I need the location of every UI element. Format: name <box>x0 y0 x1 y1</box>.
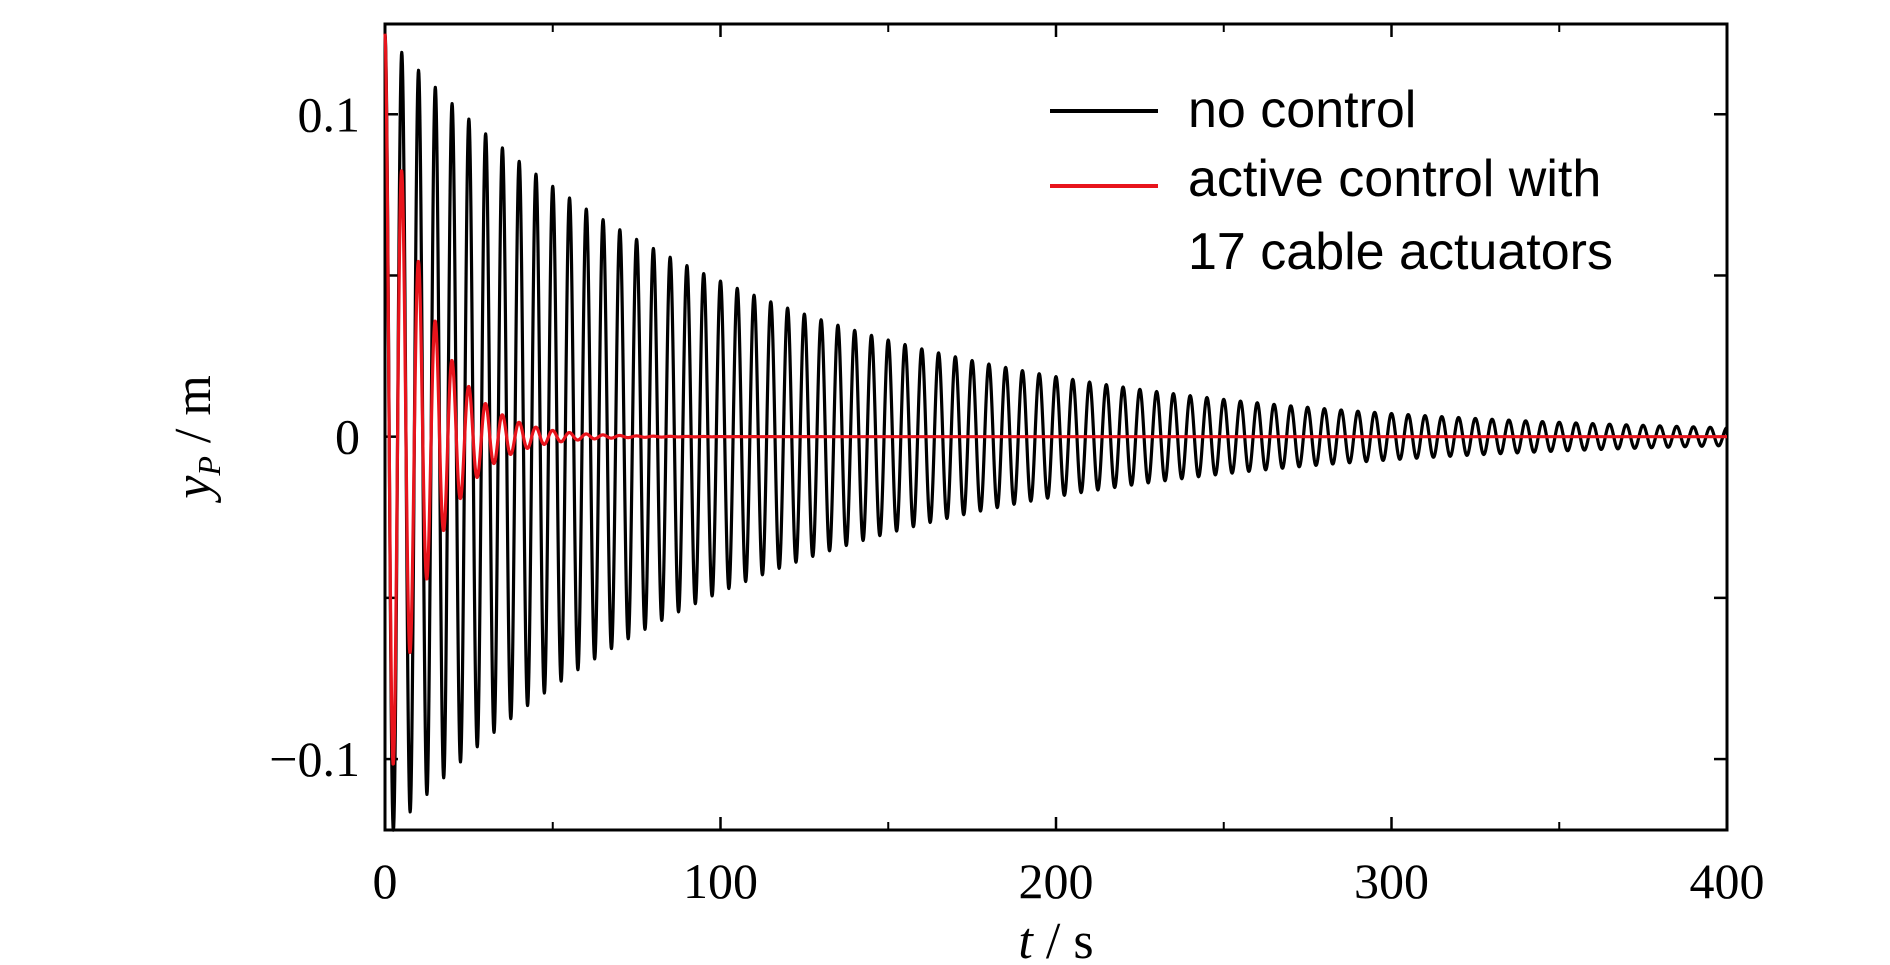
plot-frame <box>383 22 1729 832</box>
ticks: 0 100 200 300 400 −0.1 0 0.1 <box>269 24 1765 909</box>
legend-label-active-control-line2: 17 cable actuators <box>1188 223 1613 281</box>
y-tick-label: −0.1 <box>269 731 360 787</box>
y-axis-label: yP / m <box>165 375 227 504</box>
y-tick-label: 0.1 <box>298 86 361 142</box>
legend-label-no-control: no control <box>1188 81 1416 139</box>
x-tick-label: 400 <box>1690 853 1765 909</box>
series-lines <box>383 33 1729 832</box>
legend-label-active-control-line1: active control with <box>1188 150 1601 208</box>
x-tick-label: 0 <box>373 853 398 909</box>
series-active-control-line <box>383 33 1729 766</box>
x-tick-label: 300 <box>1354 853 1429 909</box>
x-tick-label: 200 <box>1019 853 1094 909</box>
y-tick-label: 0 <box>335 409 360 465</box>
x-axis-label: t / s <box>1018 913 1093 965</box>
series-no-control-line <box>383 33 1729 832</box>
legend: no control active control with 17 cable … <box>1050 81 1613 281</box>
x-tick-label: 100 <box>683 853 758 909</box>
